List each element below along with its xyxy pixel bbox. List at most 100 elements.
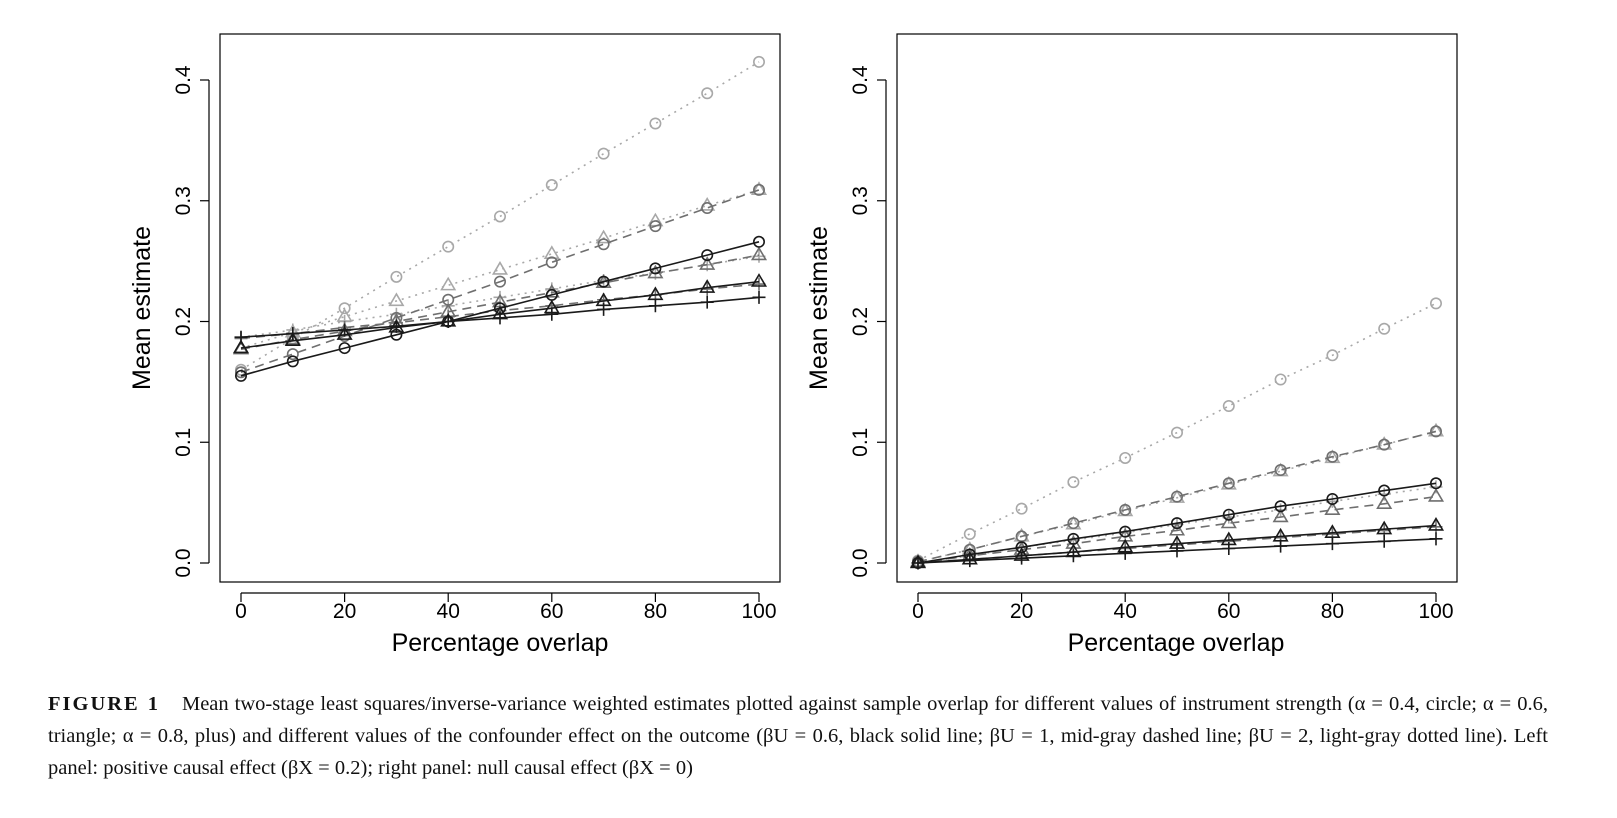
x-tick-label: 20 [333, 600, 356, 623]
data-point-plus [1274, 539, 1288, 553]
data-point-triangle [647, 286, 664, 301]
data-point-circle [1222, 477, 1235, 490]
data-point-plus [963, 554, 977, 568]
data-point-triangle [1427, 488, 1445, 502]
data-point-triangle [750, 246, 768, 261]
data-point-circle [1067, 476, 1080, 489]
data-point-circle [1119, 503, 1132, 516]
x-tick-label: 60 [540, 600, 563, 623]
data-point-triangle [750, 181, 768, 196]
data-point-circle [390, 270, 403, 283]
data-point-circle [1222, 508, 1235, 521]
data-point-circle [493, 275, 506, 288]
data-point-circle [1430, 477, 1443, 490]
x-tick-label: 60 [1217, 600, 1240, 623]
data-point-plus [1325, 537, 1339, 551]
y-tick-label: 0.1 [172, 428, 195, 457]
data-point-circle [1274, 373, 1287, 386]
x-axis-label: Percentage overlap [392, 629, 609, 657]
data-point-circle [1015, 502, 1028, 515]
data-point-circle [1119, 451, 1132, 464]
y-tick-label: 0.3 [172, 186, 195, 215]
data-point-triangle [1376, 520, 1393, 535]
data-point-triangle [284, 332, 301, 346]
series-plus-black-solid [234, 290, 766, 344]
series-line [917, 302, 1437, 562]
series-line [240, 254, 760, 351]
data-point-triangle [336, 326, 353, 340]
plot-frame [896, 33, 1458, 583]
data-point-triangle [699, 279, 716, 293]
data-point-triangle [750, 273, 768, 287]
data-point-triangle [1220, 514, 1237, 529]
y-tick-label: 0.1 [849, 428, 872, 457]
data-point-triangle [232, 339, 250, 354]
figure-caption: FIGURE 1 Mean two-stage least squares/inv… [48, 688, 1548, 784]
chart-panel-right: 0 20 40 60 80 100 Percentage overlap 0.0 0.1 0.2 0… [805, 33, 1458, 657]
data-point-plus [338, 323, 352, 337]
data-point-circle [1378, 484, 1391, 497]
data-point-plus [648, 299, 662, 313]
data-point-circle [1171, 517, 1184, 530]
data-point-triangle [1168, 521, 1186, 536]
data-point-circle [701, 87, 714, 100]
y-tick-label: 0.4 [849, 65, 872, 95]
data-point-circle [597, 147, 610, 160]
data-point-circle [752, 183, 765, 196]
data-point-circle [286, 348, 299, 361]
x-tick-label: 100 [741, 600, 776, 623]
data-point-triangle [1272, 508, 1289, 523]
data-point-plus [752, 277, 766, 291]
data-point-circle [442, 240, 455, 253]
series-line [917, 430, 1437, 563]
data-point-circle [286, 355, 299, 368]
data-point-triangle [388, 292, 405, 307]
data-point-triangle [595, 229, 612, 244]
x-tick-label: 0 [235, 600, 247, 623]
data-point-plus [234, 330, 248, 344]
data-point-triangle [1324, 501, 1341, 516]
data-point-circle [545, 179, 558, 192]
data-point-circle [493, 210, 506, 223]
data-point-triangle [1427, 422, 1445, 437]
y-axis-label: Mean estimate [128, 226, 156, 390]
data-point-circle [1274, 464, 1287, 477]
data-point-plus [1170, 544, 1184, 558]
data-point-circle [1326, 450, 1339, 463]
data-point-circle [963, 528, 976, 541]
data-point-circle [1430, 425, 1443, 438]
data-point-circle [338, 302, 351, 315]
data-point-circle [1326, 493, 1339, 506]
data-point-circle [597, 238, 610, 251]
data-point-circle [649, 262, 662, 275]
data-point-triangle [1427, 516, 1445, 531]
y-tick-label: 0.2 [849, 307, 872, 336]
data-point-circle [1274, 500, 1287, 513]
series-line [240, 189, 760, 373]
data-point-triangle [543, 245, 560, 260]
caption-label: FIGURE 1 [48, 693, 160, 715]
y-tick-label: 0.3 [849, 186, 872, 215]
data-point-circle [649, 220, 662, 233]
data-point-plus [493, 311, 507, 325]
data-point-circle [597, 275, 610, 288]
series-line [917, 482, 1437, 564]
data-point-plus [700, 295, 714, 309]
data-point-circle [545, 256, 558, 269]
data-point-plus [441, 315, 455, 328]
data-point-plus [1377, 534, 1391, 548]
data-point-triangle [1324, 524, 1341, 538]
data-point-plus [752, 290, 766, 304]
series-circle-gray-dashed [235, 183, 765, 379]
data-point-circle [235, 366, 248, 379]
series-plus-black-solid [911, 532, 1443, 570]
x-tick-label: 20 [1010, 600, 1033, 623]
data-point-circle [1378, 322, 1391, 335]
y-tick-label: 0.0 [849, 548, 872, 577]
data-point-plus [1222, 542, 1236, 556]
y-tick-label: 0.4 [172, 65, 195, 95]
data-point-triangle [1376, 495, 1393, 509]
y-tick-label: 0.0 [172, 548, 195, 577]
data-point-plus [389, 319, 403, 333]
